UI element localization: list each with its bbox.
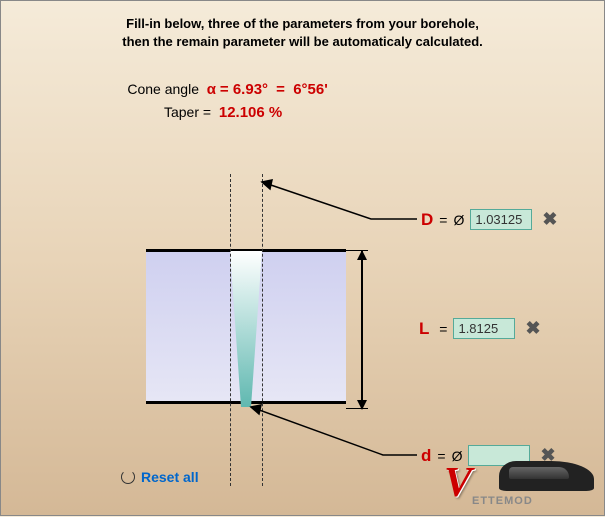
alpha-symbol: α [207, 81, 216, 98]
header: Fill-in below, three of the parameters f… [1, 1, 604, 59]
L-symbol: L [419, 319, 429, 339]
ext-top [346, 250, 368, 251]
cone-shape [230, 251, 262, 407]
D-symbol: D [421, 210, 433, 230]
D-clear-icon[interactable]: ✖ [542, 209, 557, 230]
logo-letter: V [444, 460, 472, 506]
cone-angle-dms: 6°56' [293, 81, 328, 98]
L-input[interactable] [453, 318, 515, 339]
D-prefix: Ø [453, 212, 464, 228]
diagram [146, 181, 366, 411]
cone-angle-label: Cone angle [71, 81, 199, 97]
D-eq: = [439, 212, 447, 228]
ext-bot [346, 408, 368, 409]
logo-text: ETTEMOD [472, 495, 533, 507]
eq3: = [203, 104, 215, 120]
dash-right [262, 174, 263, 486]
dash-left [230, 174, 231, 486]
taper-row: Taper = 12.106 % [71, 104, 604, 121]
dim-L-line [361, 251, 363, 409]
field-D: D = Ø ✖ [421, 209, 557, 230]
cone-angle-deg: 6.93° [233, 81, 268, 98]
eq2: = [272, 81, 293, 98]
field-L: L = ✖ [419, 318, 541, 339]
header-line2: then the remain parameter will be automa… [41, 33, 564, 51]
block [146, 249, 346, 404]
reset-label: Reset all [141, 469, 199, 485]
L-eq: = [435, 321, 447, 337]
d-symbol: d [421, 446, 431, 466]
D-input[interactable] [470, 209, 532, 230]
L-clear-icon[interactable]: ✖ [525, 318, 540, 339]
taper-value: 12.106 % [219, 104, 282, 121]
reset-button[interactable]: Reset all [121, 469, 199, 485]
logo-car-icon [499, 461, 594, 491]
parameters: Cone angle α = 6.93° = 6°56' Taper = 12.… [1, 81, 604, 121]
taper-label: Taper [71, 104, 199, 120]
header-line1: Fill-in below, three of the parameters f… [41, 15, 564, 33]
reset-icon [121, 470, 135, 484]
cone-angle-row: Cone angle α = 6.93° = 6°56' [71, 81, 604, 98]
logo: V ETTEMOD [444, 459, 594, 507]
eq1: = [220, 81, 233, 98]
